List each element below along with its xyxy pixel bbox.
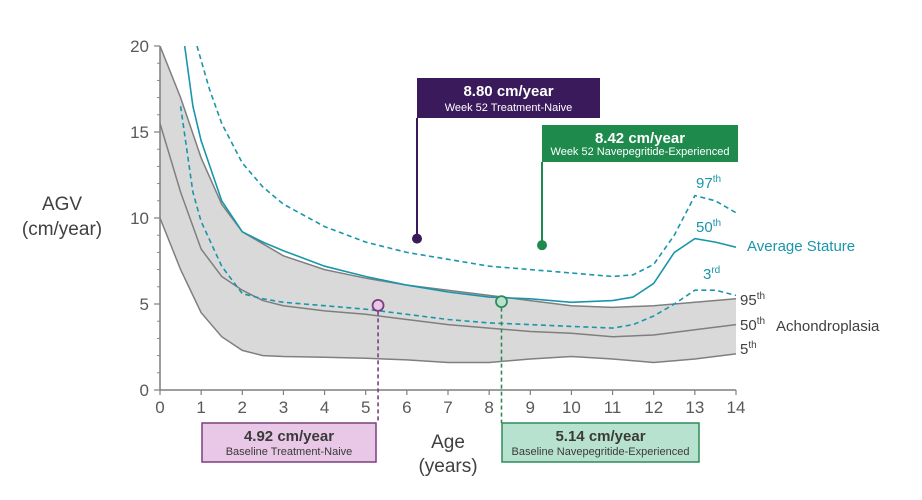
x-tick-label: 8: [484, 398, 493, 417]
x-axis-title: Age (years): [418, 432, 477, 477]
percentile-label-average-stature-p50: 50th: [696, 218, 721, 236]
series-line-average-stature-p3: [179, 106, 736, 329]
x-tick-label: 13: [685, 398, 704, 417]
percentile-label-achondroplasia-p50: 50th: [740, 316, 765, 334]
x-tick-label: 2: [238, 398, 247, 417]
annotation-box-baseline-experienced: [501, 422, 700, 463]
series-line-achondroplasia-p95: [160, 46, 736, 309]
percentile-label-achondroplasia-p5: 5th: [740, 340, 757, 358]
percentile-label-average-stature-p3: 3rd: [703, 265, 720, 283]
annotation-value-week52-experienced: 8.42 cm/year: [595, 130, 685, 147]
series-line-achondroplasia-p5: [160, 217, 736, 364]
x-tick-label: 11: [604, 398, 622, 417]
y-tick-label: 0: [140, 381, 149, 400]
x-tick-label: 3: [279, 398, 288, 417]
x-tick-label: 1: [196, 398, 205, 417]
data-point-week52-experienced: [537, 240, 547, 251]
data-point-week52-naive: [412, 233, 422, 244]
annotation-value-baseline-experienced: 5.14 cm/year: [555, 428, 645, 445]
x-tick-label: 14: [727, 398, 746, 417]
x-tick-label: 5: [361, 398, 370, 417]
series-name-achondroplasia: Achondroplasia: [776, 318, 880, 335]
annotation-sublabel-week52-naive: Week 52 Treatment-Naive: [445, 102, 573, 114]
percentile-label-average-stature-p97: 97th: [696, 174, 721, 192]
y-tick-label: 20: [130, 37, 149, 56]
annotation-box-week52-naive: [417, 78, 600, 118]
annotation-sublabel-week52-experienced: Week 52 Navepegritide-Experienced: [551, 146, 730, 158]
x-tick-label: 10: [562, 398, 581, 417]
series-line-average-stature-p50: [183, 46, 736, 304]
series-line-achondroplasia-p50: [160, 123, 736, 338]
annotation-value-baseline-naive: 4.92 cm/year: [244, 428, 334, 445]
x-tick-label: 12: [644, 398, 663, 417]
achondroplasia-band: [160, 46, 736, 363]
percentile-label-achondroplasia-p95: 95th: [740, 291, 765, 309]
data-point-baseline-experienced: [495, 295, 508, 308]
x-tick-label: 6: [402, 398, 411, 417]
series-line-average-stature-p97: [196, 46, 736, 278]
series-name-average-stature: Average Stature: [747, 238, 855, 255]
x-tick-label: 9: [526, 398, 535, 417]
x-tick-label: 4: [320, 398, 329, 417]
y-tick-label: 15: [130, 123, 149, 142]
annotation-value-week52-naive: 8.80 cm/year: [463, 83, 553, 100]
data-point-baseline-naive: [371, 298, 385, 312]
annotation-sublabel-baseline-naive: Baseline Treatment-Naive: [226, 446, 353, 458]
annotation-box-baseline-naive: [201, 422, 377, 463]
y-axis-title: AGV (cm/year): [22, 194, 102, 240]
annotation-sublabel-baseline-experienced: Baseline Navepegritide-Experienced: [512, 446, 690, 458]
x-tick-label: 0: [155, 398, 164, 417]
y-tick-label: 5: [140, 295, 149, 314]
annotation-box-week52-experienced: [542, 125, 738, 162]
x-tick-label: 7: [443, 398, 452, 417]
y-tick-label: 10: [130, 209, 149, 228]
